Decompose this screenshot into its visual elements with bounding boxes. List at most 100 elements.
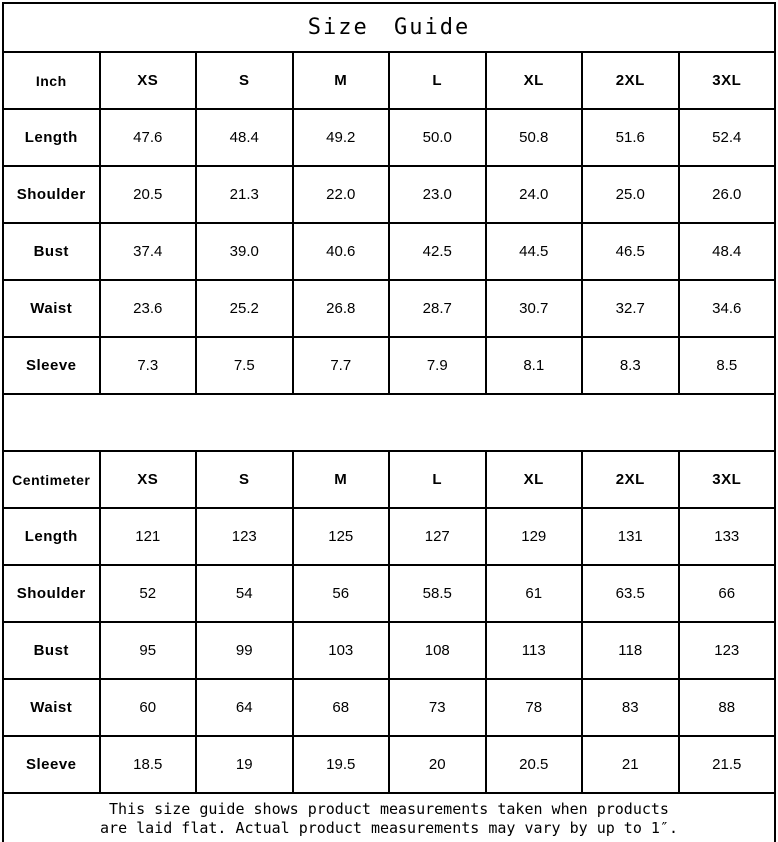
measurement-value: 63.5 — [581, 564, 680, 623]
measurement-value: 50.8 — [484, 108, 583, 167]
spacer-row — [2, 393, 776, 452]
measurement-value: 19 — [195, 735, 294, 794]
row-label: Sleeve — [2, 735, 101, 794]
measurement-value: 46.5 — [581, 222, 680, 281]
measurement-value: 49.2 — [291, 108, 390, 167]
measurement-value: 39.0 — [195, 222, 294, 281]
inch-header-row: Inch XS S M L XL 2XL 3XL — [2, 51, 776, 110]
measurement-value: 78 — [484, 678, 583, 737]
measurement-value: 61 — [484, 564, 583, 623]
row-label: Bust — [2, 222, 101, 281]
measurement-value: 58.5 — [388, 564, 487, 623]
table-row-inch-length: Length 47.6 48.4 49.2 50.0 50.8 51.6 52.… — [2, 108, 776, 167]
measurement-value: 28.7 — [388, 279, 487, 338]
measurement-value: 21.5 — [677, 735, 776, 794]
table-row-cm-shoulder: Shoulder 52 54 56 58.5 61 63.5 66 — [2, 564, 776, 623]
measurement-value: 68 — [291, 678, 390, 737]
measurement-value: 103 — [291, 621, 390, 680]
size-header-xl: XL — [484, 51, 583, 110]
row-label: Waist — [2, 279, 101, 338]
footer-note-line1: This size guide shows product measuremen… — [109, 799, 669, 818]
size-header-2xl: 2XL — [581, 51, 680, 110]
size-header-l: L — [388, 450, 487, 509]
measurement-value: 73 — [388, 678, 487, 737]
measurement-value: 125 — [291, 507, 390, 566]
table-row-cm-waist: Waist 60 64 68 73 78 83 88 — [2, 678, 776, 737]
spacer-cell — [2, 393, 776, 452]
measurement-value: 123 — [195, 507, 294, 566]
measurement-value: 127 — [388, 507, 487, 566]
measurement-value: 113 — [484, 621, 583, 680]
measurement-value: 30.7 — [484, 279, 583, 338]
row-label: Length — [2, 507, 101, 566]
measurement-value: 48.4 — [677, 222, 776, 281]
measurement-value: 21.3 — [195, 165, 294, 224]
table-row-cm-bust: Bust 95 99 103 108 113 118 123 — [2, 621, 776, 680]
measurement-value: 42.5 — [388, 222, 487, 281]
measurement-value: 121 — [98, 507, 197, 566]
footer-note: This size guide shows product measuremen… — [2, 792, 776, 842]
size-header-2xl: 2XL — [581, 450, 680, 509]
size-header-3xl: 3XL — [677, 450, 776, 509]
measurement-value: 8.3 — [581, 336, 680, 395]
measurement-value: 7.3 — [98, 336, 197, 395]
size-header-xl: XL — [484, 450, 583, 509]
measurement-value: 25.0 — [581, 165, 680, 224]
measurement-value: 99 — [195, 621, 294, 680]
measurement-value: 23.6 — [98, 279, 197, 338]
measurement-value: 64 — [195, 678, 294, 737]
measurement-value: 32.7 — [581, 279, 680, 338]
measurement-value: 34.6 — [677, 279, 776, 338]
measurement-value: 108 — [388, 621, 487, 680]
unit-label-centimeter: Centimeter — [2, 450, 101, 509]
measurement-value: 133 — [677, 507, 776, 566]
measurement-value: 7.5 — [195, 336, 294, 395]
measurement-value: 19.5 — [291, 735, 390, 794]
measurement-value: 20 — [388, 735, 487, 794]
title-row: Size Guide — [2, 2, 776, 53]
measurement-value: 51.6 — [581, 108, 680, 167]
size-header-xs: XS — [98, 450, 197, 509]
row-label: Waist — [2, 678, 101, 737]
measurement-value: 129 — [484, 507, 583, 566]
measurement-value: 40.6 — [291, 222, 390, 281]
measurement-value: 24.0 — [484, 165, 583, 224]
row-label: Shoulder — [2, 564, 101, 623]
measurement-value: 8.1 — [484, 336, 583, 395]
measurement-value: 21 — [581, 735, 680, 794]
measurement-value: 52.4 — [677, 108, 776, 167]
table-row-cm-sleeve: Sleeve 18.5 19 19.5 20 20.5 21 21.5 — [2, 735, 776, 794]
table-row-inch-sleeve: Sleeve 7.3 7.5 7.7 7.9 8.1 8.3 8.5 — [2, 336, 776, 395]
measurement-value: 20.5 — [98, 165, 197, 224]
measurement-value: 50.0 — [388, 108, 487, 167]
footer-row: This size guide shows product measuremen… — [2, 792, 776, 842]
measurement-value: 8.5 — [677, 336, 776, 395]
measurement-value: 7.7 — [291, 336, 390, 395]
row-label: Shoulder — [2, 165, 101, 224]
measurement-value: 118 — [581, 621, 680, 680]
measurement-value: 7.9 — [388, 336, 487, 395]
size-header-xs: XS — [98, 51, 197, 110]
measurement-value: 37.4 — [98, 222, 197, 281]
table-row-inch-waist: Waist 23.6 25.2 26.8 28.7 30.7 32.7 34.6 — [2, 279, 776, 338]
measurement-value: 123 — [677, 621, 776, 680]
size-header-m: M — [291, 51, 390, 110]
centimeter-header-row: Centimeter XS S M L XL 2XL 3XL — [2, 450, 776, 509]
unit-label-inch: Inch — [2, 51, 101, 110]
row-label: Length — [2, 108, 101, 167]
footer-note-line2: are laid flat. Actual product measuremen… — [100, 818, 678, 837]
table-row-inch-shoulder: Shoulder 20.5 21.3 22.0 23.0 24.0 25.0 2… — [2, 165, 776, 224]
measurement-value: 60 — [98, 678, 197, 737]
measurement-value: 44.5 — [484, 222, 583, 281]
measurement-value: 20.5 — [484, 735, 583, 794]
table-row-cm-length: Length 121 123 125 127 129 131 133 — [2, 507, 776, 566]
measurement-value: 48.4 — [195, 108, 294, 167]
measurement-value: 54 — [195, 564, 294, 623]
size-header-m: M — [291, 450, 390, 509]
measurement-value: 56 — [291, 564, 390, 623]
measurement-value: 83 — [581, 678, 680, 737]
measurement-value: 23.0 — [388, 165, 487, 224]
measurement-value: 22.0 — [291, 165, 390, 224]
